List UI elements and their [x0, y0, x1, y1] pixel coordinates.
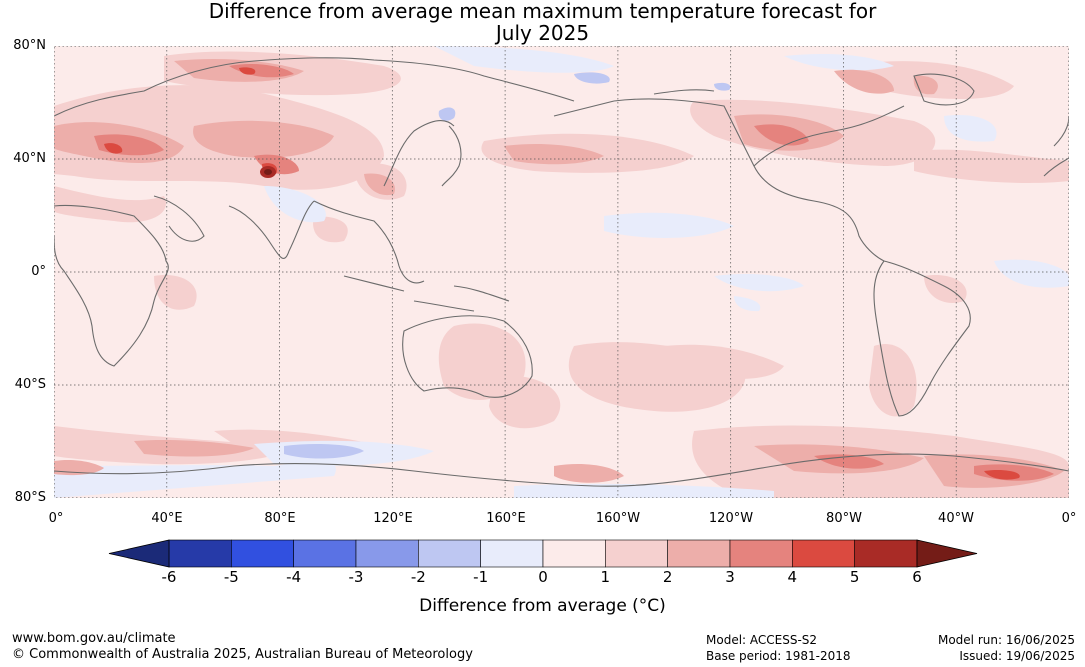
anomaly-hotspot: [260, 166, 276, 178]
lon-label-120e: 120°E: [373, 511, 413, 526]
colorbar-cell: [418, 539, 481, 568]
colorbar-tick-label: 1: [600, 568, 611, 586]
title-line-1: Difference from average mean maximum tem…: [208, 0, 877, 23]
lon-label-0-right: 0°: [1061, 511, 1077, 526]
lon-label-80e: 80°E: [264, 511, 296, 526]
lat-label-40s: 40°S: [14, 377, 46, 392]
anomaly-4-to-5-regions: [104, 67, 1020, 480]
colorbar-tick-label: 3: [725, 568, 735, 586]
colorbar-tick-label: 5: [849, 568, 860, 586]
footer-base-period: Base period: 1981-2018: [706, 649, 851, 663]
footer-issued: Issued: 19/06/2025: [959, 649, 1075, 663]
colorbar-cell: [605, 539, 668, 568]
lon-label-160w: 160°W: [595, 511, 641, 526]
footer-model: Model: ACCESS-S2: [706, 633, 818, 647]
lat-label-80s: 80°S: [14, 490, 46, 505]
colorbar-cell: [355, 539, 419, 568]
colorbar-tick-label: -2: [410, 568, 426, 586]
colorbar-tick-label: -5: [223, 568, 239, 586]
lon-label-0-left: 0°: [48, 511, 64, 526]
colorbar-cell: [293, 539, 357, 568]
anomaly-minus-2-to-minus-1-regions: [284, 72, 731, 459]
colorbar-cell: [854, 539, 918, 568]
title-line-2: July 2025: [495, 21, 590, 45]
colorbar-cell: [792, 539, 855, 568]
lon-label-80w: 80°W: [826, 511, 862, 526]
colorbar-label: Difference from average (°C): [419, 596, 666, 616]
colorbar: [108, 539, 978, 568]
colorbar-tick-label: 0: [538, 568, 548, 586]
colorbar-cell: [168, 539, 232, 568]
colorbar-cells: [168, 539, 918, 568]
lon-label-160e: 160°E: [486, 511, 526, 526]
graticule: [54, 46, 1069, 498]
colorbar-tick-label: 6: [912, 568, 922, 586]
lat-label-0: 0°: [31, 264, 46, 279]
map-border: [54, 46, 1069, 498]
colorbar-tick-label: -1: [473, 568, 489, 586]
colorbar-over-arrow: [916, 539, 978, 568]
colorbar-cell: [729, 539, 793, 568]
coastlines: [54, 57, 1069, 487]
lon-label-40w: 40°W: [938, 511, 974, 526]
lon-label-120w: 120°W: [708, 511, 754, 526]
colorbar-cell: [667, 539, 731, 568]
colorbar-tick-label: -6: [161, 568, 177, 586]
footer-model-run: Model run: 16/06/2025: [937, 633, 1075, 647]
colorbar-tick-label: -3: [348, 568, 364, 586]
colorbar-cell: [231, 539, 294, 568]
forecast-map: [54, 46, 1069, 498]
colorbar-tick-label: -4: [286, 568, 302, 586]
lat-label-40n: 40°N: [13, 151, 46, 166]
colorbar-cell: [480, 539, 544, 568]
colorbar-under-arrow: [108, 539, 170, 568]
footer-website: www.bom.gov.au/climate: [12, 631, 176, 646]
colorbar-tick-label: 4: [787, 568, 798, 586]
colorbar-tick-label: 2: [662, 568, 673, 586]
footer-copyright: © Commonwealth of Australia 2025, Austra…: [12, 647, 473, 662]
colorbar-cell: [542, 539, 606, 568]
lat-label-80n: 80°N: [13, 38, 46, 53]
map-title: Difference from average mean maximum tem…: [0, 0, 1085, 44]
lon-label-40e: 40°E: [151, 511, 183, 526]
anomaly-field: [54, 46, 1069, 498]
